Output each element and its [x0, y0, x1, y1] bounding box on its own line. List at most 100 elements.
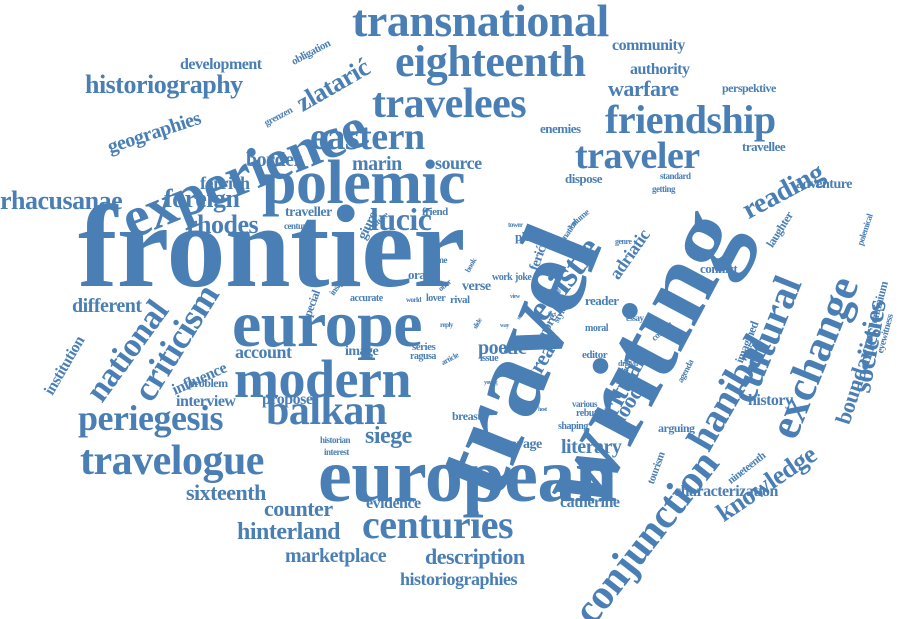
word-siege: siege — [365, 423, 412, 449]
word-letter: letter — [428, 278, 441, 286]
word-way: way — [500, 323, 509, 329]
word-poetic: poetic — [478, 337, 527, 359]
word-europe: europe — [232, 288, 423, 361]
word-obligation: obligation — [289, 37, 333, 68]
word-time: time — [432, 255, 448, 265]
word-description: description — [425, 544, 525, 569]
word-getting: getting — [652, 184, 676, 194]
word-reply: reply — [440, 321, 453, 329]
word-rhodes: rhodes — [186, 210, 259, 239]
word-different: different — [72, 295, 142, 317]
word-friend: friend — [422, 206, 448, 218]
word-evidence: evidence — [366, 495, 421, 512]
word-host: host — [538, 407, 547, 413]
word-modern: modern — [234, 349, 411, 409]
word-rival: rival — [450, 294, 470, 306]
word-savage: savage — [505, 437, 542, 452]
word-issue: issue — [480, 353, 499, 364]
word-catherine: catherine — [560, 494, 620, 511]
word-travellee: travellee — [742, 139, 786, 154]
word-perspektive: perspektive — [722, 81, 776, 95]
word-joke: joke — [515, 272, 532, 283]
word-travelees: travelees — [372, 81, 527, 127]
word-border: border — [246, 149, 302, 171]
word-friendship: friendship — [605, 97, 776, 142]
word-enemies: enemies — [540, 121, 581, 136]
word-polemic: polemic — [262, 149, 466, 217]
word-sixteenth: sixteenth — [186, 480, 266, 505]
word-geographies: geographies — [104, 107, 204, 158]
word-eastern: eastern — [310, 116, 425, 158]
word-accurate: accurate — [350, 293, 383, 304]
word-young: young — [484, 380, 498, 386]
word-century: century — [284, 221, 311, 231]
word-transnational: transnational — [352, 0, 609, 46]
word-hinterland: hinterland — [237, 519, 341, 545]
word-historian: historian — [320, 435, 351, 445]
word-place: place — [515, 229, 542, 244]
word-work: work — [492, 272, 513, 283]
word-european: european — [318, 434, 617, 518]
word-foreign: foreign — [164, 184, 240, 213]
word-interview: interview — [176, 393, 236, 410]
word-reader: reader — [585, 293, 619, 308]
word-genre: genre — [615, 237, 632, 246]
word-counter: counter — [264, 496, 333, 521]
word-shaping: shaping — [558, 421, 588, 432]
word-conflict: conflict — [700, 261, 738, 276]
word-volume: volume — [565, 207, 591, 231]
word-lover: lover — [426, 293, 446, 304]
word-interest: interest — [324, 447, 349, 457]
word-moral: moral — [585, 323, 609, 334]
word-characterization: characterization — [674, 483, 778, 500]
word-propose: propose — [262, 391, 313, 408]
word-balkan: balkan — [266, 388, 387, 434]
word-source: source — [435, 153, 482, 173]
word-community: community — [612, 37, 685, 54]
word-literary: literary — [561, 436, 622, 458]
word-fact: fact — [548, 312, 556, 318]
word-world: world — [406, 296, 422, 304]
word-historiographies: historiographies — [400, 569, 518, 589]
word-development: development — [180, 56, 262, 73]
word-ferrich: ferrich — [200, 173, 250, 193]
word-travelogue: travelogue — [80, 438, 264, 484]
word-view: view — [510, 294, 520, 300]
word-ragusa: ragusa — [410, 351, 436, 362]
word-tower: tower — [508, 221, 523, 229]
word-breast: breast — [452, 409, 481, 423]
word-traveller: traveller — [285, 205, 332, 220]
word-periegesis: periegesis — [78, 398, 223, 438]
word-historiography: historiography — [85, 70, 243, 99]
word-basis: basis — [576, 245, 589, 253]
word-authority: authority — [630, 61, 690, 78]
word-adventure: adventure — [796, 177, 852, 192]
word-various: various — [572, 399, 598, 409]
word-book: book — [463, 256, 479, 274]
word-account: account — [235, 342, 292, 362]
word-drawn: drawn — [618, 359, 638, 368]
word-nach: nach — [548, 287, 561, 295]
word-marin: marin — [352, 153, 402, 175]
word-lucic: lucić — [370, 201, 432, 237]
word-series: series — [412, 341, 436, 353]
word-marketplace: marketplace — [285, 545, 387, 567]
word-history: history — [748, 392, 793, 409]
word-image: image — [345, 344, 379, 359]
word-centuries: centuries — [362, 502, 514, 547]
word-traveler: traveler — [575, 135, 700, 177]
word-orae: orae — [408, 267, 431, 282]
word-standard: standard — [660, 171, 691, 181]
word-eighteenth: eighteenth — [395, 37, 586, 86]
word-verse: verse — [462, 279, 491, 294]
word-essay: essay — [626, 313, 644, 323]
word-dispose: dispose — [565, 171, 602, 186]
word-rhacusanae: rhacusanae — [0, 186, 123, 215]
word-editor: editor — [582, 349, 608, 361]
word-frontier: frontier — [78, 181, 466, 312]
word-problem: problem — [188, 376, 228, 390]
word-rebuttal: rebuttal — [576, 408, 607, 419]
word-warfare: warfare — [608, 76, 679, 101]
word-polemical: polemical — [855, 212, 875, 247]
